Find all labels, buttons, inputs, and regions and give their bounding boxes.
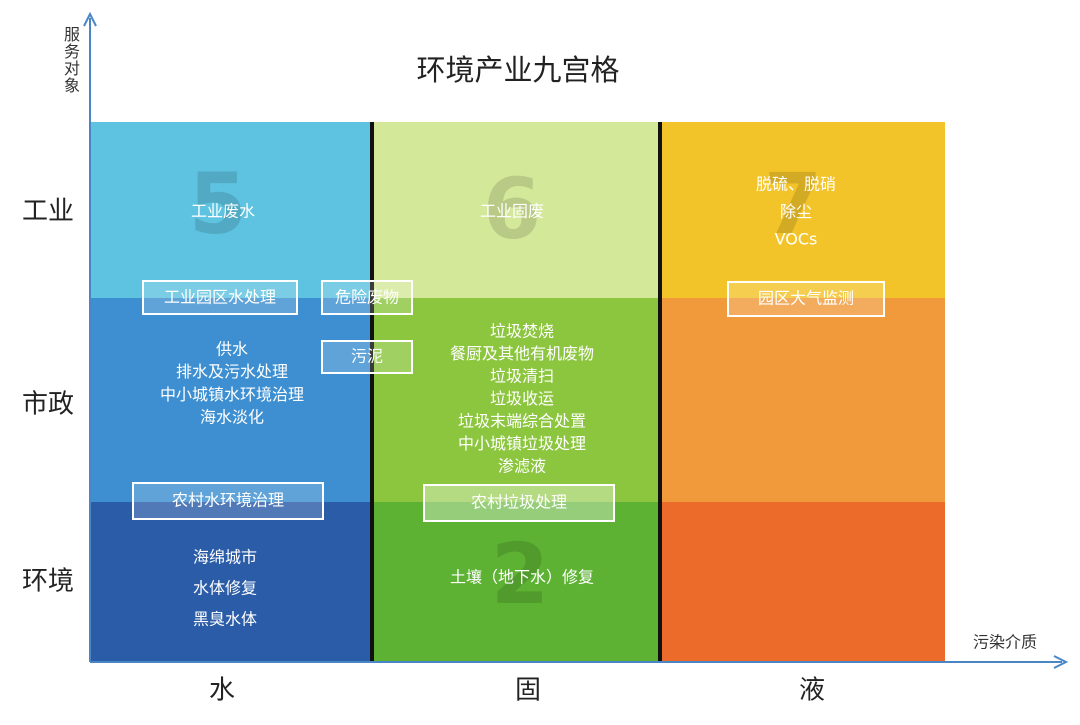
box [132, 482, 324, 520]
cell-text: 水体修复 [193, 579, 257, 598]
cell-bg [660, 298, 945, 502]
cell-text: 供水 [216, 340, 248, 359]
cell-text: 垃圾清扫 [490, 367, 554, 386]
x-axis-label: 污染介质 [973, 633, 1037, 652]
box-label: 园区大气监测 [758, 289, 854, 308]
cell-text: 除尘 [780, 202, 812, 221]
cell-text: 中小城镇垃圾处理 [458, 434, 586, 453]
column-label: 固 [515, 676, 541, 706]
row-label: 市政 [22, 390, 74, 420]
row-label: 环境 [22, 567, 74, 597]
cell-text: 中小城镇水环境治理 [160, 385, 304, 404]
cell-text: 工业废水 [191, 202, 255, 221]
cell-bg [372, 298, 660, 502]
box-label: 农村水环境治理 [172, 491, 284, 510]
box-label: 农村垃圾处理 [471, 493, 567, 512]
box-label: 工业园区水处理 [164, 288, 276, 307]
title: 环境产业九宫格 [416, 53, 619, 87]
y-axis-label: 服务对象 [61, 26, 80, 94]
cell-text: 海水淡化 [200, 408, 264, 427]
arrow [83, 11, 97, 27]
box-label: 危险废物 [335, 288, 399, 307]
cell-number: 7 [764, 155, 822, 253]
cell-bg [660, 502, 945, 662]
cell-number: 5 [189, 155, 247, 253]
cell-bg [90, 122, 372, 298]
box [321, 340, 413, 374]
cell-text: 土壤（地下水）修复 [450, 568, 594, 587]
cell-text: VOCs [775, 230, 818, 249]
cell-text: 垃圾收运 [490, 389, 554, 408]
box [423, 484, 615, 522]
cell-text: 脱硫、脱硝 [756, 175, 836, 194]
box-label: 污泥 [351, 347, 383, 366]
cell-bg [372, 122, 660, 298]
cell-number: 2 [491, 525, 549, 623]
column-label: 水 [209, 676, 235, 706]
cell-number: 6 [483, 160, 541, 258]
box [321, 280, 413, 315]
box [727, 281, 885, 317]
cell-text: 工业固废 [480, 202, 544, 221]
cell-text: 垃圾末端综合处置 [458, 412, 586, 431]
column-label: 液 [799, 676, 825, 706]
cell-bg [90, 502, 372, 662]
cell-bg [90, 298, 372, 502]
cell-bg [372, 502, 660, 662]
cell-text: 垃圾焚烧 [490, 322, 554, 341]
row-label: 工业 [22, 197, 74, 227]
cell-text: 餐厨及其他有机废物 [450, 344, 594, 363]
cell-text: 排水及污水处理 [176, 362, 288, 381]
cell-text: 黑臭水体 [193, 610, 257, 629]
cell-text: 渗滤液 [498, 457, 546, 476]
cell-text: 海绵城市 [193, 548, 257, 567]
box [142, 280, 298, 315]
arrow [1053, 655, 1069, 669]
cell-bg [660, 122, 945, 298]
